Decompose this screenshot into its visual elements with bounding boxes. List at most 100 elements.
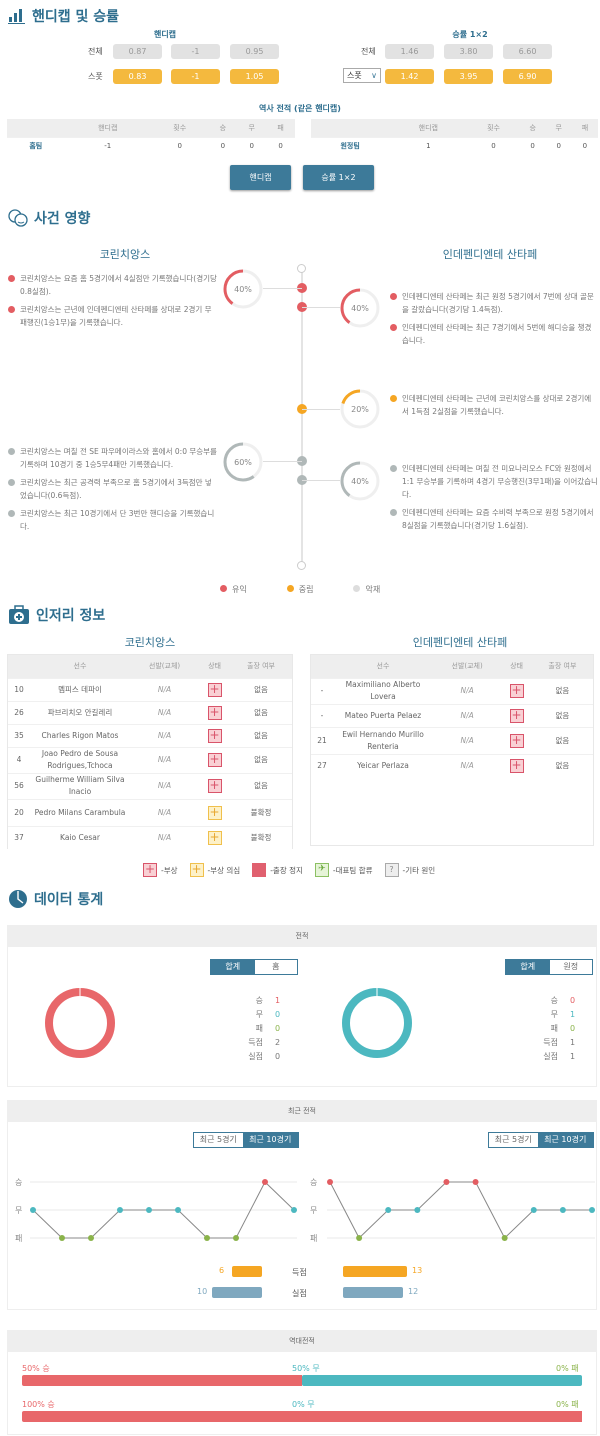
impact-ring: 40%: [340, 461, 380, 501]
odds-value: 6.60: [503, 44, 552, 59]
form-point: [327, 1179, 333, 1185]
stat-label: 패: [255, 1024, 263, 1033]
form-point: [117, 1207, 123, 1213]
injury-row: 26 파브리치오 안길레리 N/A + 없음: [8, 700, 292, 724]
start-status: N/A: [130, 723, 200, 747]
home-injury-table: 선수 선발(교체) 상태 출장 여부 10 멤피스 데파이 N/A + 없음 26 파브리치오 안길…: [8, 655, 292, 849]
stat-value: 0: [275, 1010, 281, 1019]
away-conceded-bar: [343, 1287, 403, 1298]
form-point: [530, 1207, 537, 1213]
home-history-table: 핸디캡 횟수 승 무 패 홈팀 -1 0 0 0 0: [7, 119, 295, 155]
legend-positive: 유익: [220, 584, 247, 595]
injury-icon: +: [509, 732, 524, 748]
play-status: 없음: [230, 700, 292, 724]
conceded-label: 실점: [292, 1289, 307, 1298]
start-status: N/A: [130, 700, 200, 724]
home-record-ring: [45, 988, 115, 1058]
odds-value: -1: [171, 69, 220, 84]
h2h-win-bar: [22, 1411, 582, 1422]
form-point: [559, 1207, 566, 1213]
h2h-draw-label: 0% 무: [292, 1400, 315, 1409]
tab-last-10[interactable]: 최근 10경기: [242, 1133, 298, 1147]
form-point: [385, 1207, 392, 1213]
tab-home[interactable]: 홈: [254, 960, 297, 974]
away-record-ring: [342, 988, 412, 1058]
legend-negative: 악재: [353, 584, 380, 595]
impact-ring-arc: [223, 442, 263, 482]
winrate-button[interactable]: 승률 1×2: [303, 165, 374, 190]
odds-value: 0.87: [113, 44, 162, 59]
start-status: N/A: [433, 753, 502, 777]
event-item: 코린치앙스는 최근 10경기에서 단 3번만 핸디승을 기록했습니다.: [8, 507, 218, 533]
stats-section-title: 데이터 통계: [8, 889, 103, 909]
injury-row: 20 Pedro Milans Carambula N/A + 불확정: [8, 798, 292, 826]
impact-ring-arc: [340, 288, 380, 328]
event-item: 코린치앙스는 며칠 전 SE 파우메이라스와 홈에서 0:0 무승부를 기록하며…: [8, 445, 218, 471]
faces-icon: [8, 209, 28, 227]
player-number: 27: [311, 753, 333, 777]
impact-ring: 20%: [340, 389, 380, 429]
odds-value: 3.95: [444, 69, 493, 84]
home-team-name: 코린치앙스: [99, 248, 151, 261]
away-conceded-value: 12: [408, 1287, 419, 1296]
stat-value: 2: [275, 1038, 281, 1047]
event-list: 코린치앙스는 요즘 홈 5경기에서 4실점만 기록했습니다(경기당 0.8실점)…: [8, 272, 218, 334]
form-point: [175, 1207, 181, 1213]
events-section-title: 사건 영향: [8, 208, 90, 228]
h2h-win-bar: [22, 1375, 302, 1386]
start-status: N/A: [130, 746, 200, 773]
odds-value: 1.42: [385, 69, 434, 84]
recent-title: 최근 전적: [8, 1101, 596, 1122]
form-point: [472, 1179, 479, 1185]
form-point: [146, 1207, 152, 1213]
home-goals-bar: [232, 1266, 262, 1277]
stat-label: 득점: [248, 1038, 263, 1047]
timeline-connector: [263, 461, 302, 462]
tab-total[interactable]: 합계: [211, 960, 255, 974]
tab-total[interactable]: 합계: [506, 960, 550, 974]
odds-type-select[interactable]: 스폿 ∨: [343, 68, 381, 83]
away-record-toggle: 합계 원정: [505, 959, 593, 975]
away-team-name: 인데펜디엔테 산타페: [442, 248, 538, 261]
stat-value: 0: [275, 1052, 281, 1061]
tab-last-5[interactable]: 최근 5경기: [194, 1133, 243, 1147]
player-number: -: [311, 703, 333, 727]
stat-value: 0: [570, 1024, 576, 1033]
question-icon: ?: [384, 863, 399, 877]
h2h-draw-label: 50% 무: [292, 1364, 320, 1373]
event-item: 코린치앙스는 최근 공격력 부족으로 홈 5경기에서 3득점만 넣었습니다(0.…: [8, 476, 218, 502]
injury-row: - Mateo Puerta Pelaez N/A + 없음: [311, 703, 593, 727]
home-record-toggle: 합계 홈: [210, 959, 298, 975]
event-item: 인데펜디엔테 산타페는 최근 원정 5경기에서 7번에 상대 골문을 갈랐습니다…: [390, 290, 598, 316]
tab-away[interactable]: 원정: [549, 960, 592, 974]
player-name: Charles Rigon Matos: [30, 723, 130, 747]
pie-chart-icon: [9, 890, 27, 908]
form-point: [262, 1179, 268, 1185]
injury-section-title: 인저리 정보: [8, 605, 105, 625]
event-item: 코린치앙스는 근년에 인데펜디엔테 산타페를 상대로 2경기 무패행진(1승1무…: [8, 303, 218, 329]
away-goals-value: 13: [412, 1266, 423, 1275]
start-status: N/A: [130, 825, 200, 849]
row-label: 전체: [361, 47, 376, 56]
play-status: 없음: [531, 677, 593, 704]
play-status: 없음: [230, 723, 292, 747]
stat-row: 득점 2: [230, 1036, 285, 1050]
history-title: 역사 전적 (같은 핸디캡): [259, 104, 341, 113]
handicap-button[interactable]: 핸디캡: [230, 165, 291, 190]
timeline-start: [297, 264, 306, 273]
tab-last-10[interactable]: 최근 10경기: [537, 1133, 593, 1147]
player-number: 35: [8, 723, 30, 747]
airplane-icon: ✈: [314, 863, 329, 877]
player-name: Pedro Milans Carambula: [30, 798, 130, 826]
goals-label: 득점: [292, 1268, 307, 1277]
timeline-dot: [297, 283, 307, 293]
form-point: [59, 1235, 65, 1241]
form-point: [589, 1207, 595, 1213]
table-row: 홈팀 -1 0 0 0 0: [7, 136, 295, 155]
tab-last-5[interactable]: 최근 5경기: [489, 1133, 538, 1147]
y-tick-label: 패: [15, 1233, 22, 1243]
event-list: 인데펜디엔테 산타페는 며칠 전 미요나리오스 FC와 원정에서 1:1 무승부…: [390, 462, 598, 537]
section-title-text: 핸디캡 및 승률: [32, 9, 120, 25]
player-name: Ewil Hernando Murillo Renteria: [333, 726, 433, 754]
